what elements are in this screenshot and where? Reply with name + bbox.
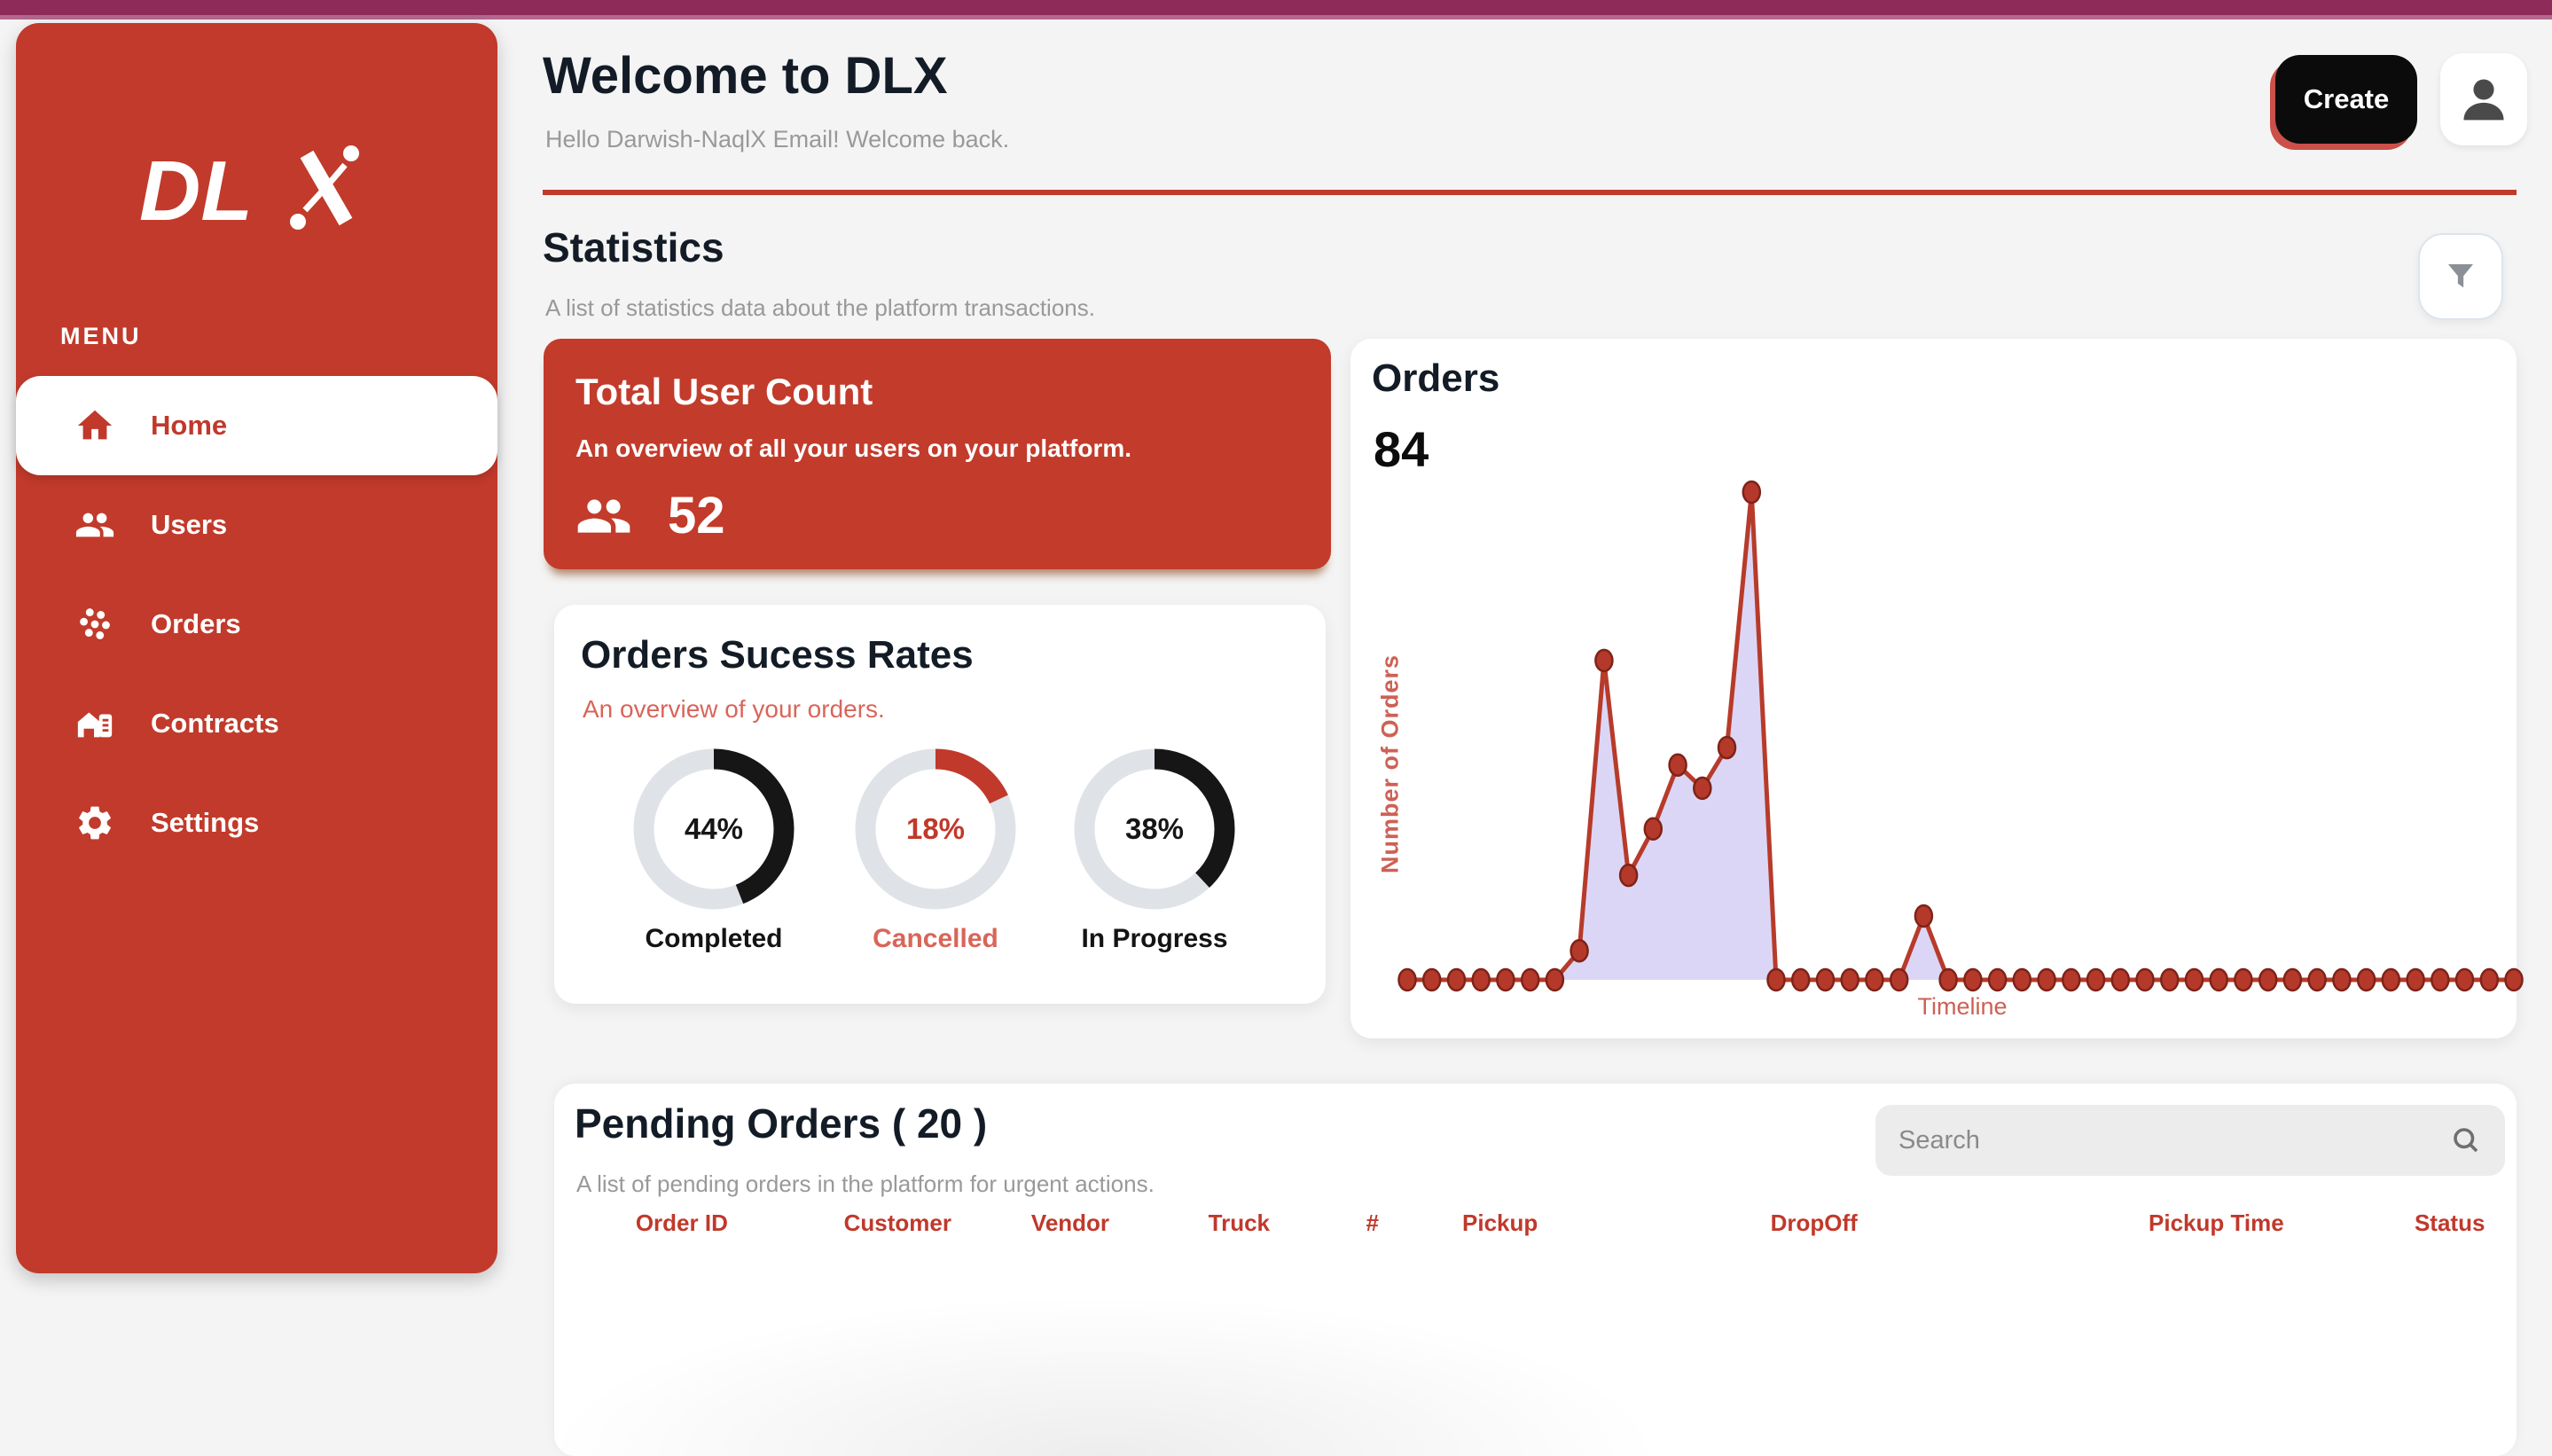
sidebar-item-settings[interactable]: Settings	[16, 773, 497, 873]
donut-percent: 38%	[1124, 812, 1185, 845]
orders-success-rates-card: Orders Sucess Rates An overview of your …	[554, 605, 1326, 1004]
person-icon	[2463, 79, 2504, 121]
sidebar-item-label: Settings	[151, 807, 260, 838]
filter-funnel-icon	[2448, 264, 2473, 288]
table-column-header-status: Status	[2414, 1209, 2485, 1236]
card-title: Orders	[1372, 356, 1500, 400]
avatar-button[interactable]	[2440, 53, 2527, 145]
brand-logo: DL	[123, 119, 389, 252]
top-accent-bar	[0, 0, 2552, 20]
table-column-header--: #	[1366, 1209, 1380, 1236]
donut-ring	[855, 748, 1016, 910]
sidebar-item-contracts[interactable]: Contracts	[16, 674, 497, 773]
pending-orders-table-header: Order ID Customer Vendor Truck # Pickup DropOf…	[554, 1209, 2517, 1237]
table-column-header-dropoff: DropOff	[1770, 1209, 1858, 1236]
create-button[interactable]: Create	[2275, 55, 2417, 144]
logo-dl-text: DL	[139, 144, 253, 239]
table-column-header-vendor: Vendor	[1030, 1209, 1110, 1236]
table-column-header-pickup: Pickup	[1462, 1209, 1538, 1236]
table-column-header-pickup-time: Pickup Time	[2149, 1209, 2284, 1236]
donut-in-progress: 38% In Progress	[1070, 745, 1239, 967]
card-title: Orders Sucess Rates	[581, 633, 974, 677]
table-column-header-customer: Customer	[843, 1209, 951, 1236]
donut-ring	[1074, 748, 1235, 910]
donut-percent: 44%	[684, 812, 744, 845]
pending-orders-title: Pending Orders ( 20 )	[575, 1100, 988, 1147]
logo-dot-bottom	[290, 214, 306, 230]
sidebar-item-orders[interactable]: Orders	[16, 575, 497, 674]
logo-x-thin-leg-upper	[327, 162, 348, 185]
total-user-count-value: 52	[668, 487, 725, 544]
sidebar-item-users[interactable]: Users	[16, 475, 497, 575]
contracts-icon	[74, 703, 115, 744]
filter-button[interactable]	[2418, 233, 2503, 320]
donut-completed: 44% Completed	[630, 745, 798, 967]
pending-orders-card: Pending Orders ( 20 ) A list of pending …	[554, 1084, 2517, 1456]
settings-gear-icon	[74, 802, 115, 843]
donut-label: Completed	[645, 924, 783, 953]
header-divider	[543, 190, 2517, 195]
search-input[interactable]	[1898, 1125, 2450, 1155]
sidebar-item-label: Home	[151, 410, 228, 441]
table-column-header-order-id: Order ID	[635, 1209, 728, 1236]
users-icon	[74, 505, 115, 545]
donut-label: Cancelled	[873, 924, 998, 953]
table-body	[554, 1243, 2517, 1456]
search-box	[1875, 1105, 2505, 1176]
home-icon	[74, 405, 115, 446]
sidebar-item-label: Orders	[151, 608, 241, 639]
y-axis-label: Number of Orders	[1376, 654, 1404, 874]
total-user-count-card: Total User Count An overview of all your…	[544, 339, 1331, 569]
donut-cancelled: 18% Cancelled	[851, 745, 1020, 967]
x-axis-label: Timeline	[1917, 993, 2008, 1020]
sidebar-item-home[interactable]: Home	[16, 376, 497, 475]
card-subtitle: An overview of all your users on your pl…	[575, 434, 1132, 462]
donut-label: In Progress	[1081, 924, 1228, 953]
logo-x-thin-leg-lower	[302, 187, 326, 213]
orders-chart-card: Orders 84 Number of Orders Timeline	[1350, 339, 2524, 1038]
logo-x-thick-leg	[300, 150, 353, 226]
statistics-subtitle: A list of statistics data about the plat…	[545, 294, 1095, 321]
donut-ring	[633, 748, 795, 910]
sidebar-item-label: Users	[151, 509, 228, 540]
statistics-title: Statistics	[543, 224, 724, 270]
page-title: Welcome to DLX	[543, 47, 948, 105]
orders-line-chart	[1397, 480, 2524, 992]
orders-total-value: 84	[1374, 421, 1429, 477]
greeting-text: Hello Darwish-NaqlX Email! Welcome back.	[545, 126, 1010, 153]
pending-orders-subtitle: A list of pending orders in the platform…	[576, 1170, 1155, 1197]
users-group-icon	[577, 498, 630, 533]
sidebar: DL MENU Home Users Orders	[16, 23, 497, 1273]
logo-dot-top	[343, 145, 359, 161]
card-title: Total User Count	[575, 371, 873, 412]
menu-section-label: MENU	[60, 323, 142, 349]
orders-dots-icon	[74, 604, 115, 645]
sidebar-item-label: Contracts	[151, 708, 279, 739]
table-column-header-truck: Truck	[1208, 1209, 1270, 1236]
card-subtitle: An overview of your orders.	[583, 695, 885, 723]
donut-percent: 18%	[905, 812, 966, 845]
search-icon[interactable]	[2450, 1124, 2482, 1156]
